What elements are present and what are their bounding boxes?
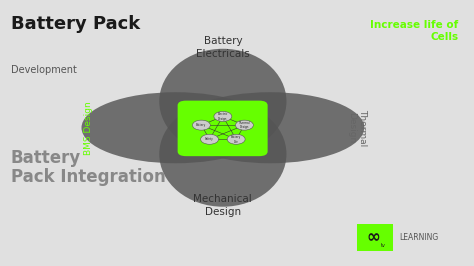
Text: ∞: ∞ — [367, 228, 381, 247]
Text: Increase life of
Cells: Increase life of Cells — [370, 20, 458, 42]
Text: Thermal
Design: Thermal Design — [238, 121, 250, 130]
FancyBboxPatch shape — [357, 224, 392, 251]
Circle shape — [192, 120, 210, 130]
Ellipse shape — [82, 92, 270, 163]
Text: LEARNING: LEARNING — [400, 233, 439, 242]
Circle shape — [201, 134, 219, 144]
Text: Safety: Safety — [205, 137, 214, 141]
Text: Battery: Battery — [196, 123, 207, 127]
Circle shape — [227, 134, 245, 144]
Text: Development: Development — [11, 65, 77, 74]
Ellipse shape — [159, 49, 286, 154]
Text: Battery Pack: Battery Pack — [11, 15, 140, 32]
FancyBboxPatch shape — [178, 101, 268, 156]
Text: Battery
Electricals: Battery Electricals — [196, 36, 250, 59]
Text: Mechanical
Design: Mechanical Design — [193, 194, 252, 217]
Text: Battery
Pack Integration: Battery Pack Integration — [11, 149, 165, 186]
Text: tv: tv — [381, 243, 386, 248]
Ellipse shape — [176, 92, 364, 163]
Circle shape — [236, 120, 253, 130]
Text: BMS Design: BMS Design — [84, 101, 93, 155]
Ellipse shape — [159, 101, 286, 207]
Text: Thermal
Design: Thermal Design — [347, 109, 367, 146]
Text: Electric
Design: Electric Design — [218, 112, 228, 121]
Circle shape — [214, 111, 232, 121]
Text: Battery
Life: Battery Life — [231, 135, 241, 144]
